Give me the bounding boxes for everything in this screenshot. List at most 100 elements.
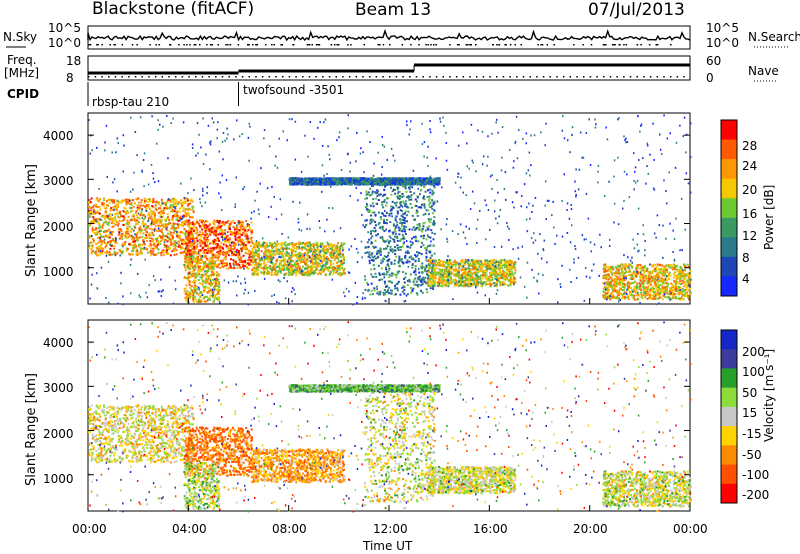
velocity-point bbox=[234, 429, 236, 431]
velocity-point bbox=[210, 491, 212, 493]
power-point bbox=[211, 227, 213, 229]
power-point bbox=[92, 230, 94, 232]
velocity-point bbox=[115, 431, 117, 433]
velocity-point bbox=[208, 475, 210, 477]
velocity-point bbox=[183, 451, 185, 453]
power-point bbox=[187, 259, 189, 261]
velocity-point bbox=[167, 440, 169, 442]
velocity-point bbox=[152, 408, 154, 410]
velocity-point bbox=[138, 453, 140, 455]
power-point bbox=[128, 243, 130, 245]
velocity-point bbox=[119, 445, 121, 447]
velocity-point bbox=[211, 478, 213, 480]
velocity-point bbox=[232, 427, 234, 429]
velocity-point bbox=[91, 405, 93, 407]
power-point bbox=[155, 238, 157, 240]
velocity-point bbox=[106, 442, 108, 444]
power-point bbox=[172, 200, 174, 202]
velocity-point bbox=[240, 427, 242, 429]
velocity-point bbox=[114, 452, 116, 454]
power-point bbox=[95, 212, 97, 214]
velocity-point bbox=[146, 406, 148, 408]
power-point bbox=[234, 228, 236, 230]
velocity-point bbox=[132, 443, 134, 445]
power-point bbox=[193, 243, 195, 245]
power-point bbox=[144, 198, 146, 200]
power-point bbox=[109, 218, 111, 220]
power-point bbox=[201, 228, 203, 230]
velocity-point bbox=[223, 443, 225, 445]
power-point bbox=[92, 238, 94, 240]
velocity-point bbox=[191, 472, 193, 474]
power-point bbox=[196, 240, 198, 242]
velocity-point bbox=[143, 439, 145, 441]
power-point bbox=[225, 221, 227, 223]
velocity-point bbox=[251, 429, 253, 431]
power-point bbox=[238, 255, 240, 257]
velocity-point bbox=[212, 486, 214, 488]
velocity-point bbox=[126, 427, 128, 429]
velocity-point bbox=[112, 438, 114, 440]
power-point bbox=[199, 276, 201, 278]
power-point bbox=[189, 276, 191, 278]
power-point bbox=[141, 199, 143, 201]
velocity-point bbox=[186, 448, 188, 450]
power-point bbox=[204, 255, 206, 257]
power-point bbox=[152, 250, 154, 252]
power-point bbox=[121, 238, 123, 240]
power-point bbox=[126, 250, 128, 252]
velocity-point bbox=[106, 430, 108, 432]
power-point bbox=[208, 278, 210, 280]
power-point bbox=[119, 228, 121, 230]
power-point bbox=[126, 204, 128, 206]
power-point bbox=[104, 230, 106, 232]
power-point bbox=[212, 273, 214, 275]
velocity-point bbox=[141, 430, 143, 432]
velocity-point bbox=[205, 439, 207, 441]
velocity-point bbox=[187, 432, 189, 434]
velocity-point bbox=[238, 464, 240, 466]
power-point bbox=[125, 199, 127, 201]
power-point bbox=[157, 248, 159, 250]
velocity-point bbox=[88, 454, 90, 456]
power-point bbox=[204, 296, 206, 298]
velocity-point bbox=[202, 482, 204, 484]
velocity-point bbox=[155, 445, 157, 447]
power-point bbox=[105, 210, 107, 212]
velocity-point bbox=[228, 474, 230, 476]
velocity-point bbox=[248, 466, 250, 468]
power-point bbox=[223, 236, 225, 238]
power-point bbox=[171, 225, 173, 227]
power-point bbox=[100, 246, 102, 248]
power-point bbox=[152, 198, 154, 200]
velocity-point bbox=[136, 421, 138, 423]
velocity-point bbox=[241, 467, 243, 469]
velocity-point bbox=[159, 450, 161, 452]
power-point bbox=[169, 237, 171, 239]
velocity-point bbox=[222, 458, 224, 460]
power-point bbox=[230, 231, 232, 233]
power-point bbox=[176, 211, 178, 213]
power-point bbox=[184, 276, 186, 278]
velocity-point bbox=[99, 416, 101, 418]
power-point bbox=[232, 259, 234, 261]
power-point bbox=[92, 228, 94, 230]
power-point bbox=[111, 245, 113, 247]
velocity-point bbox=[243, 462, 245, 464]
power-point bbox=[217, 259, 219, 261]
power-point bbox=[126, 237, 128, 239]
power-point bbox=[119, 249, 121, 251]
velocity-point bbox=[181, 428, 183, 430]
velocity-point bbox=[206, 445, 208, 447]
velocity-point bbox=[194, 430, 196, 432]
velocity-point bbox=[95, 419, 97, 421]
power-point bbox=[131, 215, 133, 217]
power-point bbox=[208, 263, 210, 265]
velocity-point bbox=[185, 472, 187, 474]
velocity-point bbox=[151, 427, 153, 429]
power-point bbox=[131, 228, 133, 230]
velocity-point bbox=[219, 453, 221, 455]
power-point bbox=[179, 211, 181, 213]
velocity-point bbox=[192, 408, 194, 410]
velocity-point bbox=[213, 468, 215, 470]
